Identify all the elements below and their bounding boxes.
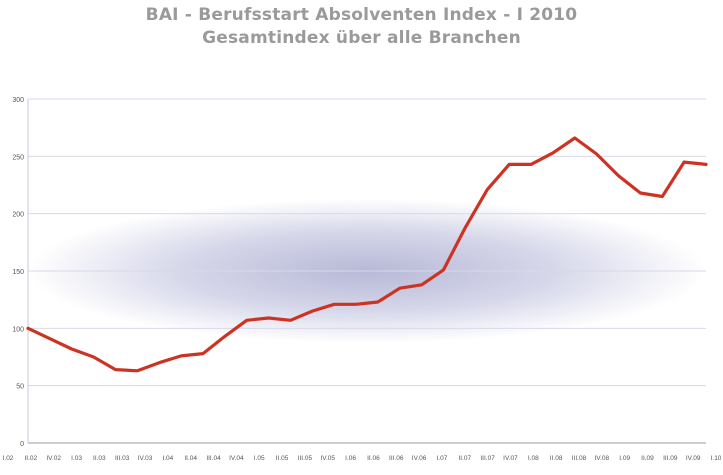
x-tick-label: I.06 <box>345 455 356 462</box>
y-tick-label: 300 <box>12 97 24 104</box>
y-tick-label: 50 <box>16 384 24 391</box>
x-tick-label: IV.02 <box>46 455 61 462</box>
x-tick-label: I.08 <box>528 455 539 462</box>
x-tick-label: III.04 <box>206 455 221 462</box>
x-tick-label: IV.06 <box>412 455 427 462</box>
series-group <box>26 136 708 373</box>
x-tick-label: IV.09 <box>686 455 701 462</box>
x-tick-label: IV.08 <box>595 455 610 462</box>
y-tick-label: 100 <box>12 326 24 333</box>
x-tick-label: II.05 <box>276 455 289 462</box>
y-tick-label: 150 <box>12 269 24 276</box>
x-tick-label: I.09 <box>619 455 630 462</box>
x-tick-label: II.02 <box>25 455 38 462</box>
x-tick-label: II.07 <box>458 455 471 462</box>
y-tick-label: 200 <box>12 212 24 219</box>
x-tick-label: III.08 <box>572 455 587 462</box>
x-tick-label: III.06 <box>389 455 404 462</box>
x-tick-label: II.08 <box>550 455 563 462</box>
x-tick-label: III.03 <box>115 455 130 462</box>
x-tick-label: II.06 <box>367 455 380 462</box>
x-tick-label: I.04 <box>162 455 173 462</box>
x-tick-label: III.09 <box>663 455 678 462</box>
x-tick-label: II.03 <box>93 455 106 462</box>
series-line <box>26 136 708 373</box>
x-axis: I.02 II.02 IV.02 I.03 II.03 III.03 IV.03 I.04 II… <box>3 455 722 462</box>
x-tick-label: II.04 <box>184 455 197 462</box>
y-tick-label: 250 <box>12 154 24 161</box>
y-axis: 0 50 100 150 200 250 300 <box>12 97 24 448</box>
x-tick-label: IV.04 <box>229 455 244 462</box>
x-tick-label: I.02 <box>3 455 14 462</box>
x-tick-label: IV.07 <box>503 455 518 462</box>
x-tick-label: I.03 <box>71 455 82 462</box>
chart-title: BAI - Berufsstart Absolventen Index - I … <box>145 5 578 25</box>
chart-title-block: BAI - Berufsstart Absolventen Index - I … <box>0 4 723 50</box>
x-tick-label: III.07 <box>480 455 495 462</box>
x-tick-label: II.09 <box>641 455 654 462</box>
x-tick-label: I.10 <box>711 455 722 462</box>
chart-subtitle: Gesamtindex über alle Branchen <box>202 28 521 48</box>
x-tick-label: III.05 <box>298 455 313 462</box>
x-tick-label: I.07 <box>437 455 448 462</box>
x-tick-label: IV.03 <box>138 455 153 462</box>
y-tick-label: 0 <box>20 441 24 448</box>
x-tick-label: IV.05 <box>320 455 335 462</box>
grid-lines <box>27 98 706 444</box>
x-tick-label: I.05 <box>254 455 265 462</box>
